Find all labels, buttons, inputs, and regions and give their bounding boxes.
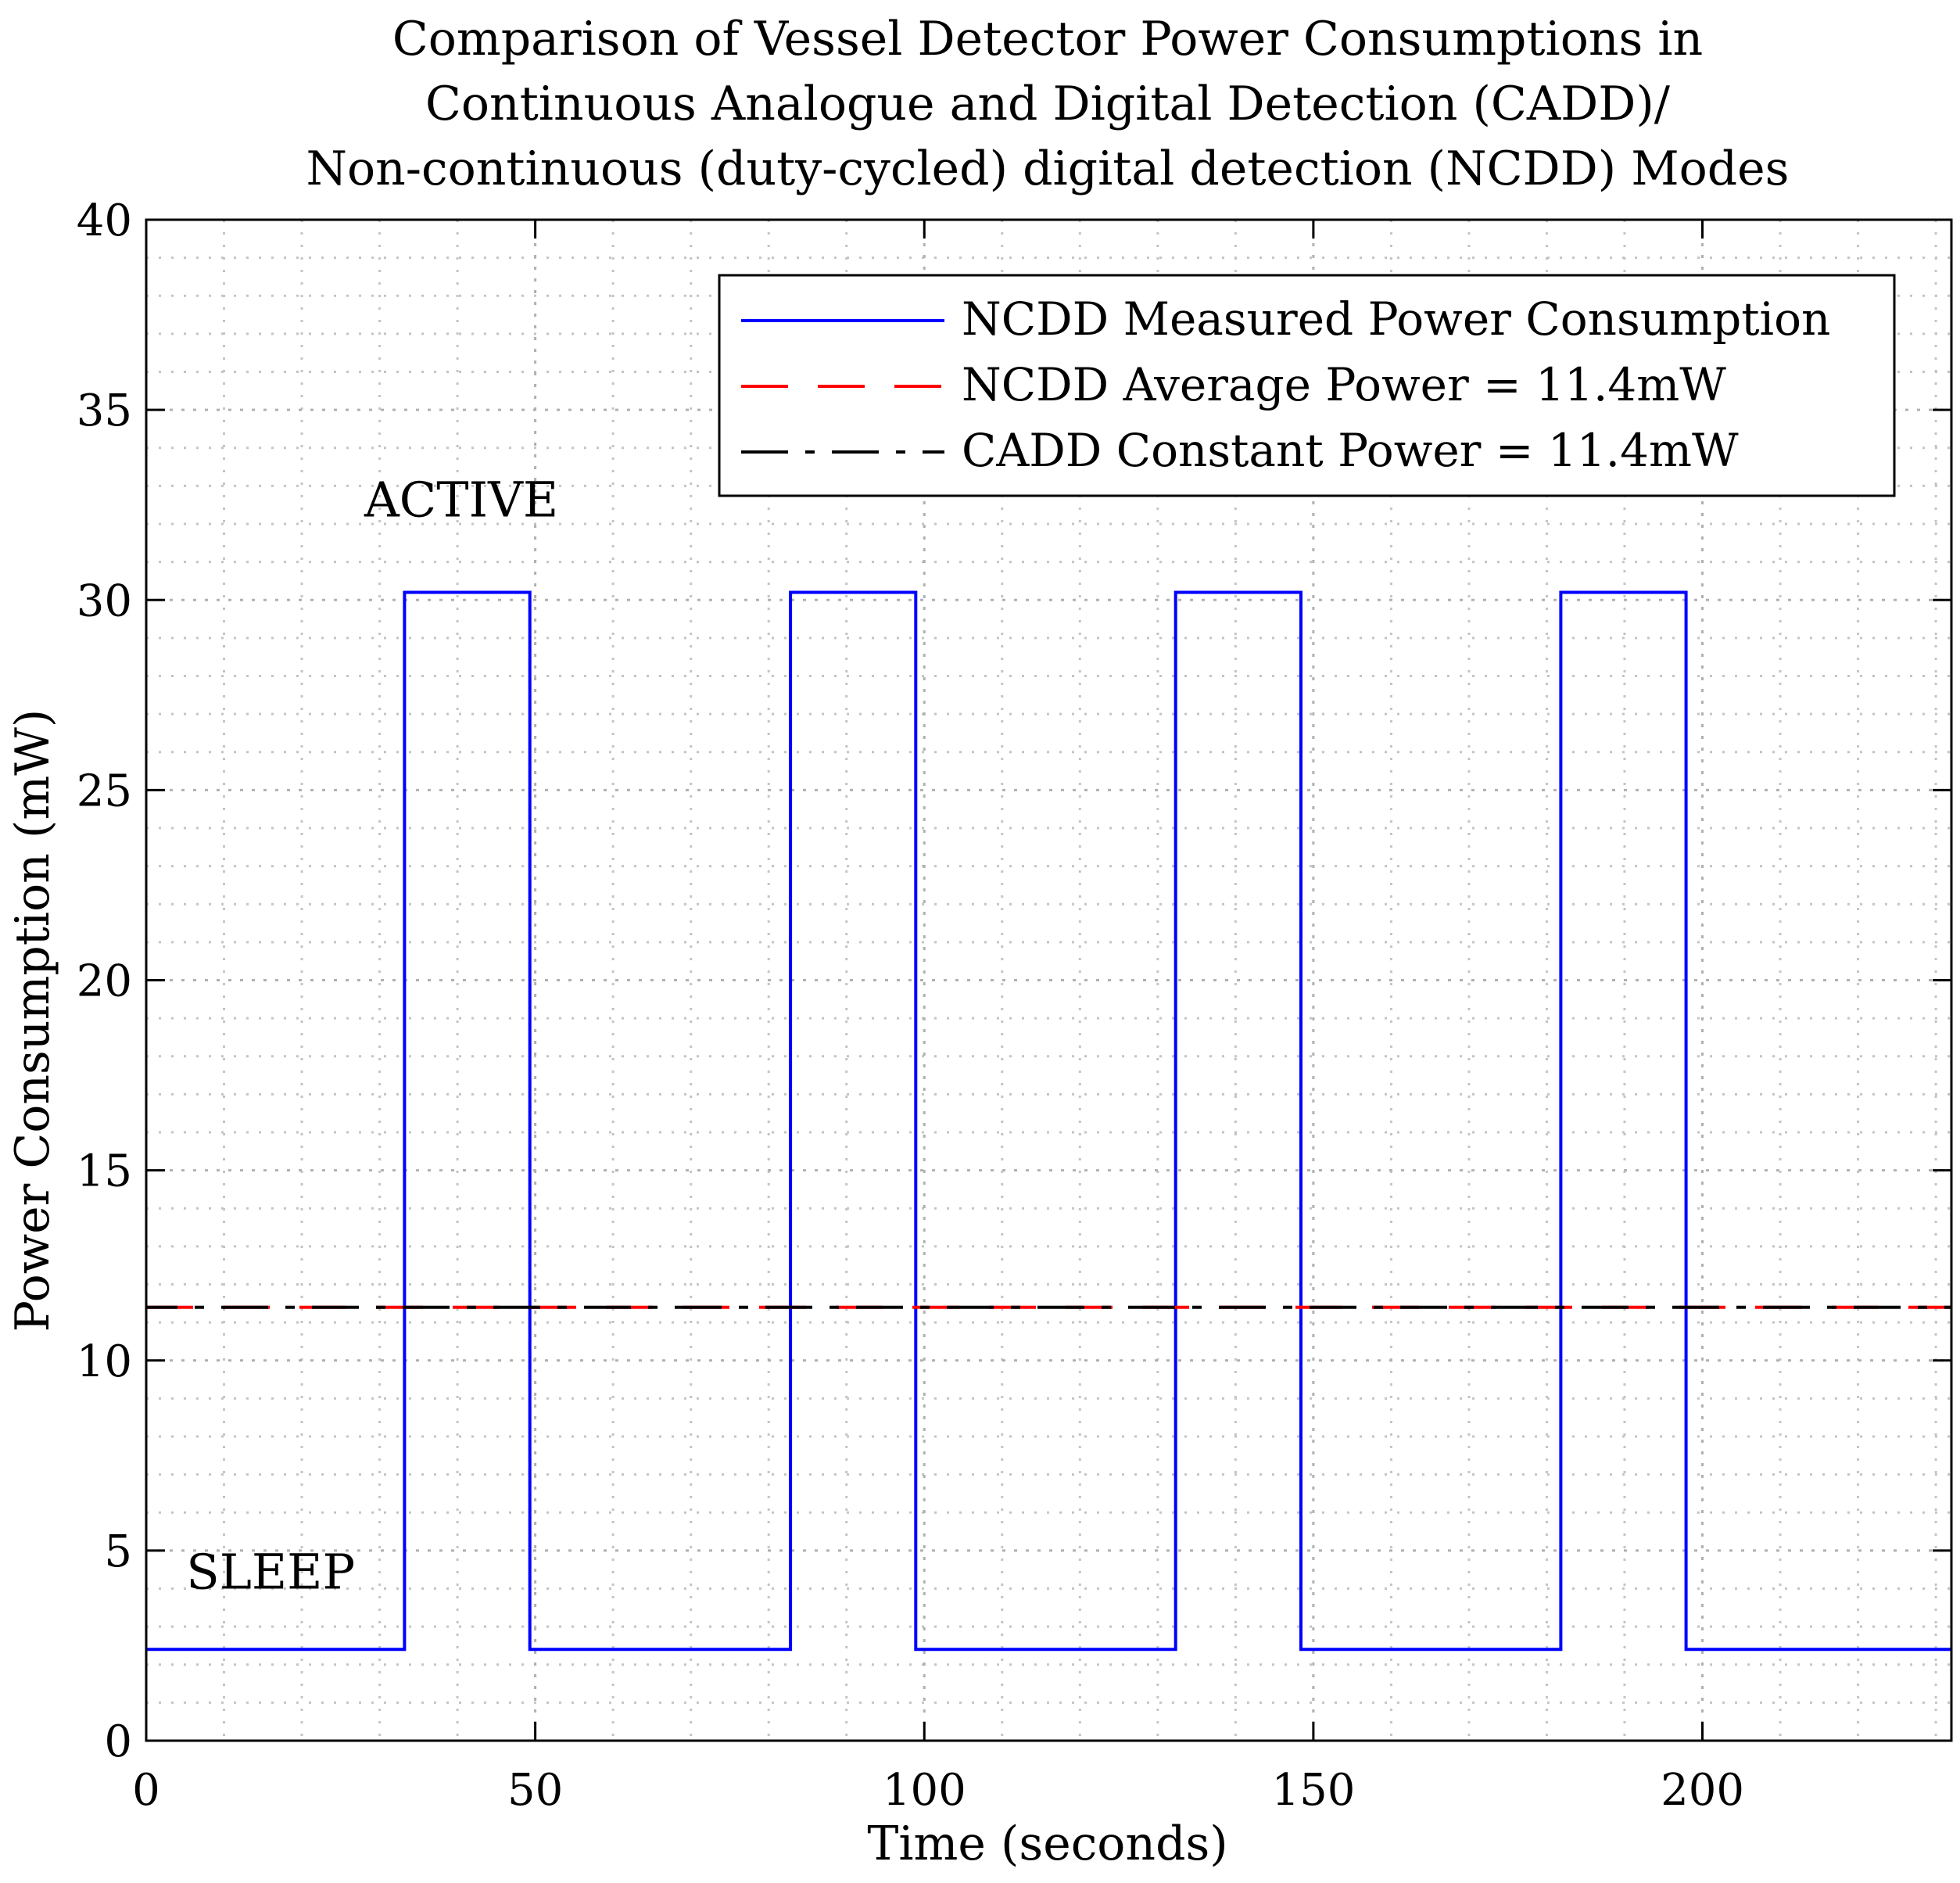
y-tick-label: 20 xyxy=(77,956,132,1007)
x-tick-label: 150 xyxy=(1271,1765,1355,1816)
y-tick-label: 10 xyxy=(77,1336,132,1387)
y-tick-label: 30 xyxy=(77,576,132,626)
x-axis-label: Time (seconds) xyxy=(867,1817,1227,1871)
legend-entry-constant: CADD Constant Power = 11.4mW xyxy=(962,424,1739,477)
annotation-active: ACTIVE xyxy=(364,471,558,528)
y-tick-label: 15 xyxy=(77,1146,132,1197)
x-tick-label: 100 xyxy=(883,1765,966,1816)
legend-entry-measured: NCDD Measured Power Consumption xyxy=(962,292,1830,346)
axis-ticks xyxy=(145,218,1951,1742)
axis-tick-labels: 0 50 100 150 200 0 5 10 15 20 25 30 35 40 xyxy=(77,195,1744,1816)
legend-entry-average: NCDD Average Power = 11.4mW xyxy=(962,358,1726,411)
y-tick-label: 5 xyxy=(104,1526,132,1577)
series-measured-line xyxy=(146,590,1951,1652)
legend: NCDD Measured Power Consumption NCDD Ave… xyxy=(718,274,1896,497)
y-axis-label: Power Consumption (mW) xyxy=(5,709,60,1332)
chart-title-line-2: Continuous Analogue and Digital Detectio… xyxy=(425,77,1671,131)
y-tick-label: 25 xyxy=(77,766,132,816)
y-tick-label: 0 xyxy=(104,1716,132,1767)
major-grid xyxy=(146,220,1951,1741)
annotation-sleep: SLEEP xyxy=(186,1544,355,1601)
x-tick-label: 50 xyxy=(507,1765,563,1816)
series-layer xyxy=(146,590,1951,1652)
x-tick-label: 0 xyxy=(132,1765,160,1816)
chart-title-line-1: Comparison of Vessel Detector Power Cons… xyxy=(392,12,1703,66)
annotations: ACTIVE SLEEP xyxy=(186,471,558,1600)
x-tick-label: 200 xyxy=(1661,1765,1744,1816)
y-tick-label: 40 xyxy=(77,195,132,246)
y-tick-label: 35 xyxy=(77,386,132,436)
chart-title-line-3: Non-continuous (duty-cycled) digital det… xyxy=(306,142,1790,196)
